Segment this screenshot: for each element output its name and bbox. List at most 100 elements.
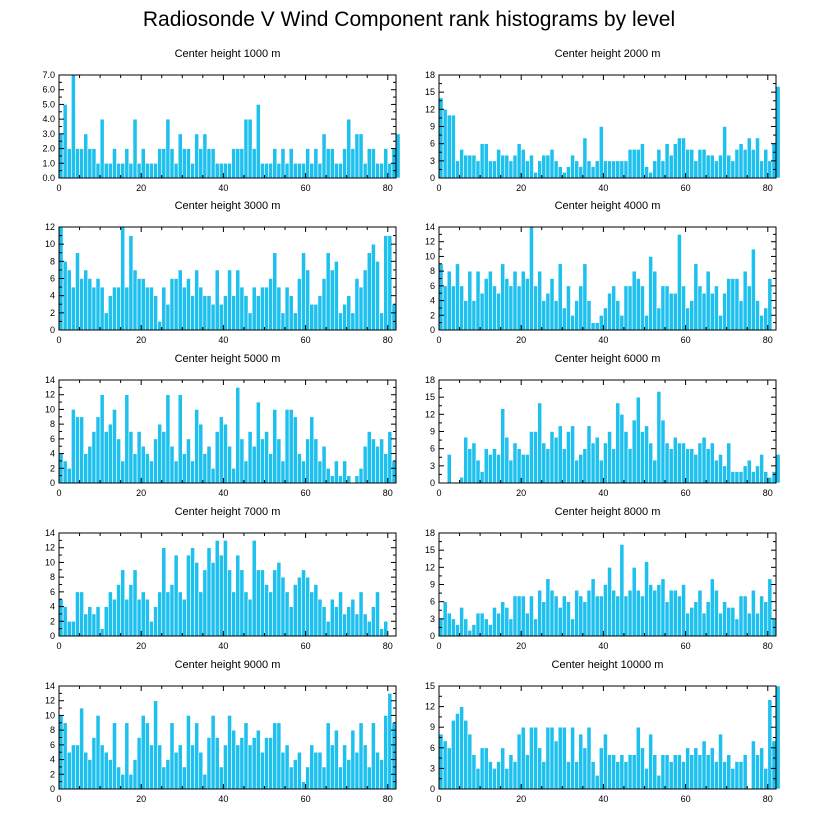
bar — [751, 248, 756, 331]
bar — [598, 126, 604, 179]
bar — [619, 160, 625, 179]
bar — [734, 761, 740, 790]
bar — [549, 278, 555, 331]
bar — [709, 442, 715, 484]
bar — [553, 436, 559, 484]
bar — [346, 118, 352, 179]
bar — [334, 460, 339, 484]
bar — [276, 562, 282, 637]
bar — [346, 295, 352, 331]
bar — [227, 569, 232, 637]
bar — [570, 314, 575, 331]
bar — [607, 754, 612, 790]
bar — [722, 465, 727, 484]
bar — [734, 278, 740, 331]
bar — [387, 162, 393, 179]
bar — [508, 160, 514, 179]
bar — [545, 448, 551, 484]
bar — [668, 292, 674, 331]
bar — [738, 300, 744, 331]
bar — [640, 285, 645, 331]
bar — [325, 722, 331, 790]
bar — [730, 160, 736, 179]
bar — [132, 118, 138, 179]
y-tick-label: 0 — [430, 173, 435, 183]
bar — [455, 263, 460, 331]
bar — [169, 445, 175, 484]
bar — [590, 761, 596, 790]
bar — [128, 773, 134, 790]
bar — [334, 162, 339, 179]
bar — [140, 445, 146, 484]
bar — [71, 286, 76, 331]
bar — [471, 154, 477, 179]
bar — [321, 278, 327, 331]
bar — [276, 722, 282, 790]
bar — [235, 269, 241, 331]
bar — [321, 133, 327, 179]
bar — [471, 442, 477, 484]
bar — [763, 768, 769, 790]
bar — [623, 285, 629, 331]
bar — [206, 547, 212, 637]
bar — [288, 606, 294, 637]
bar — [91, 431, 97, 484]
bar — [463, 436, 469, 484]
bar — [475, 160, 481, 179]
bar — [128, 162, 134, 179]
bar — [149, 286, 154, 331]
bar — [557, 166, 563, 179]
x-tick-label: 40 — [598, 794, 608, 804]
bar — [292, 162, 298, 179]
bar — [504, 768, 510, 790]
bar — [231, 148, 237, 179]
y-tick-label: 14 — [45, 528, 55, 538]
bar — [479, 143, 485, 179]
bar — [210, 148, 216, 179]
bar — [379, 628, 384, 637]
bar — [202, 569, 208, 637]
bar — [475, 612, 481, 637]
bar — [759, 160, 764, 179]
bar — [677, 442, 682, 484]
bar — [136, 162, 142, 179]
bar — [301, 252, 306, 331]
bar — [334, 261, 339, 331]
bar — [611, 160, 617, 179]
bar — [194, 133, 200, 179]
bar — [329, 148, 335, 179]
bar — [354, 613, 360, 637]
bar — [186, 148, 191, 179]
bar — [771, 471, 777, 484]
bar — [496, 292, 501, 331]
x-tick-label: 0 — [56, 335, 61, 345]
bar — [149, 162, 154, 179]
bar — [644, 314, 649, 331]
bar — [181, 286, 187, 331]
bar — [272, 722, 278, 790]
bar — [214, 737, 220, 790]
bar — [759, 454, 764, 484]
bar — [165, 394, 171, 484]
bar — [557, 425, 563, 484]
bar — [524, 454, 530, 484]
bar — [145, 162, 150, 179]
bar — [371, 606, 376, 637]
bar — [467, 448, 473, 484]
bar — [280, 576, 286, 637]
x-tick-label: 60 — [681, 183, 691, 193]
x-tick-label: 20 — [136, 641, 146, 651]
bar — [512, 270, 518, 331]
y-tick-label: 4 — [50, 755, 55, 765]
bar — [268, 591, 274, 637]
bar — [231, 467, 237, 484]
bar — [243, 722, 249, 790]
x-tick-label: 0 — [436, 641, 441, 651]
x-tick-label: 40 — [218, 335, 228, 345]
bar — [508, 618, 514, 637]
y-tick-label: 10 — [45, 239, 55, 249]
bar — [545, 578, 551, 637]
y-tick-label: 10 — [45, 557, 55, 567]
bar — [177, 394, 183, 484]
